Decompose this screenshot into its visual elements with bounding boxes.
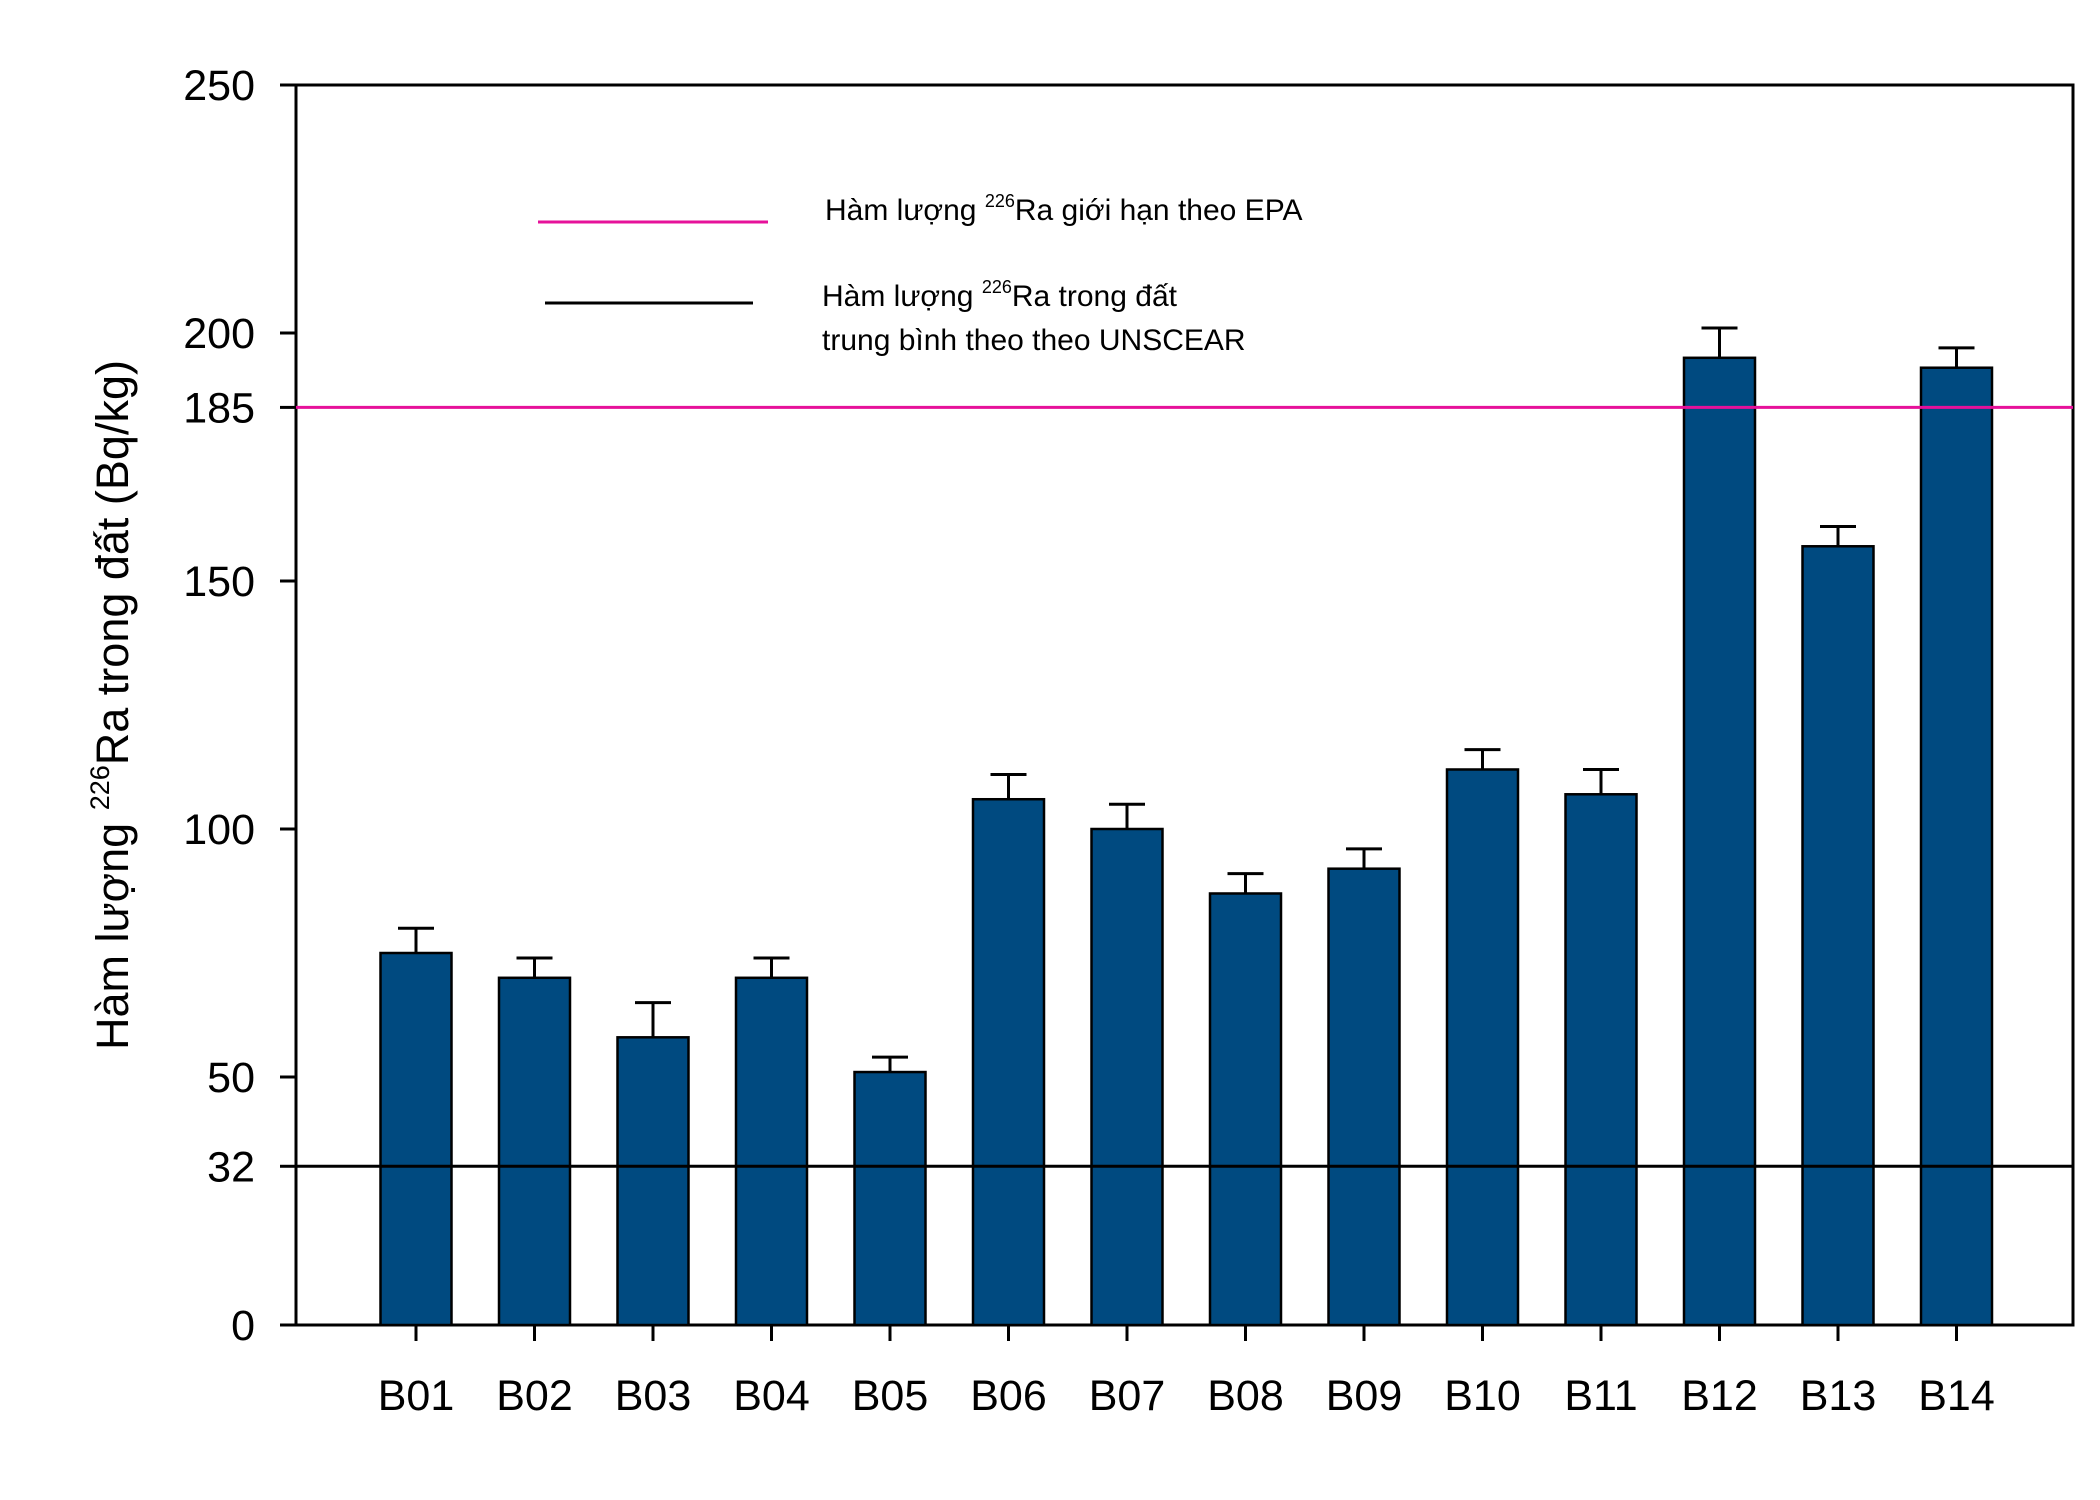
y-tick-label-185: 185 <box>183 384 255 432</box>
legend: Hàm lượng 226Ra giới hạn theo EPA Hàm lượ… <box>538 191 1302 357</box>
bar-B10 <box>1445 768 1520 1327</box>
y-axis-ticks: 0 32 50 100 150 185 200 250 <box>183 62 296 1350</box>
y-tick-label-50: 50 <box>207 1054 255 1102</box>
bar-B06 <box>971 797 1046 1327</box>
y-tick-label-150: 150 <box>183 558 255 606</box>
y-tick-label-250: 250 <box>183 62 255 110</box>
bar-B12 <box>1682 356 1757 1327</box>
y-tick-label-100: 100 <box>183 806 255 854</box>
reference-lines <box>296 405 2073 1168</box>
y-axis-title: Hàm lượng 226Ra trong đất (Bq/kg) <box>85 360 138 1050</box>
bars <box>379 326 1994 1327</box>
y-axis-label: Hàm lượng 226Ra trong đất (Bq/kg) <box>85 360 138 1050</box>
bar-B08 <box>1208 892 1283 1327</box>
y-tick-label-200: 200 <box>183 310 255 358</box>
bar-B04 <box>734 976 809 1327</box>
x-tick-label-B07: B07 <box>1089 1372 1166 1420</box>
bar-B03 <box>616 1036 690 1327</box>
x-tick-label-B12: B12 <box>1681 1372 1758 1420</box>
x-tick-label-B09: B09 <box>1326 1372 1403 1420</box>
x-tick-label-B10: B10 <box>1444 1372 1521 1420</box>
x-tick-label-B08: B08 <box>1207 1372 1284 1420</box>
bar-B09 <box>1327 867 1401 1327</box>
bar-B13 <box>1801 545 1875 1327</box>
x-tick-label-B03: B03 <box>615 1372 692 1420</box>
x-tick-label-B02: B02 <box>496 1372 573 1420</box>
x-tick-label-B01: B01 <box>378 1372 455 1420</box>
x-tick-label-B06: B06 <box>970 1372 1047 1420</box>
bar-B02 <box>497 976 572 1327</box>
plot-frame <box>294 83 2075 1327</box>
bar-B14 <box>1919 366 1994 1327</box>
bar-B05 <box>853 1070 927 1327</box>
x-tick-label-B05: B05 <box>852 1372 929 1420</box>
x-tick-label-B11: B11 <box>1564 1372 1637 1420</box>
x-tick-label-B04: B04 <box>733 1372 810 1420</box>
bar-B07 <box>1090 827 1164 1327</box>
legend-label-185-line-1: Hàm lượng 226Ra giới hạn theo EPA <box>825 191 1302 227</box>
x-tick-label-B14: B14 <box>1918 1372 1995 1420</box>
y-tick-label-32: 32 <box>207 1143 255 1191</box>
x-tick-label-B13: B13 <box>1800 1372 1877 1420</box>
y-tick-label-0: 0 <box>231 1302 255 1350</box>
bar-B11 <box>1564 793 1638 1327</box>
bar-B01 <box>379 951 453 1327</box>
legend-label-32-line-1: Hàm lượng 226Ra trong đất <box>822 277 1178 313</box>
x-axis-ticks: B01 B02 B03 B04 B05 B06 B07 B08 B09 B10 B11 B12 B13 B… <box>378 1325 1995 1420</box>
legend-label-32-line-2: trung bình theo theo UNSCEAR <box>822 324 1246 357</box>
plot-border <box>294 83 2075 1327</box>
